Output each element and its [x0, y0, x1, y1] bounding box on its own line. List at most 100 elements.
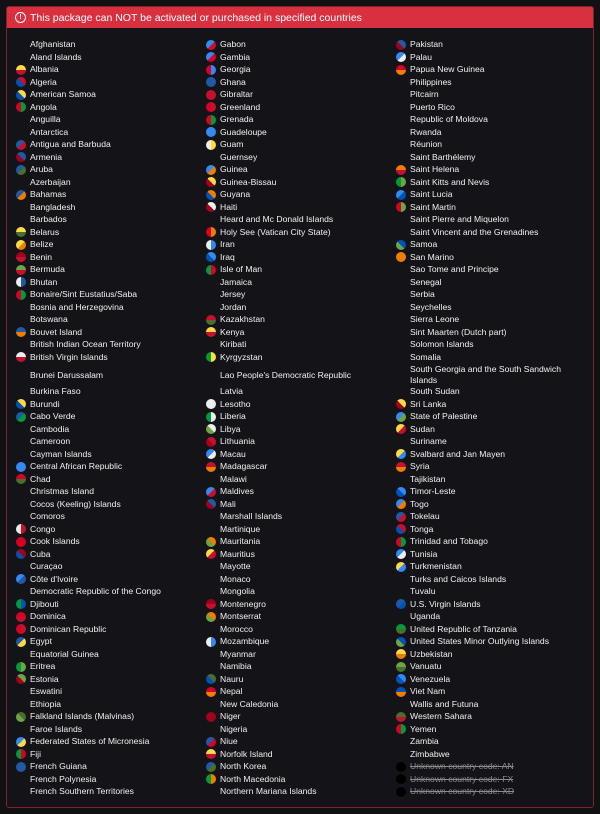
country-name: French Southern Territories [30, 786, 134, 796]
flag-icon [16, 277, 26, 287]
flag-icon [396, 786, 406, 797]
country-name: Sint Maarten (Dutch part) [410, 326, 507, 337]
country-item: Madagascar [206, 461, 396, 474]
flag-icon [206, 649, 216, 659]
flag-icon [396, 399, 406, 409]
flag-icon [16, 411, 26, 422]
country-name: Saint Pierre and Miquelon [410, 214, 509, 224]
country-name: Haiti [220, 201, 238, 212]
flag-icon [16, 711, 26, 722]
country-item: Guadeloupe [206, 127, 396, 140]
country-item: United States Minor Outlying Islands [396, 636, 586, 649]
country-item: Burundi [16, 399, 206, 412]
country-item: Iran [206, 239, 396, 252]
country-name: Viet Nam [410, 686, 446, 696]
country-name: North Korea [220, 761, 267, 771]
country-item: Unknown country code: FX [396, 774, 586, 787]
country-name: Cuba [30, 548, 51, 559]
country-name: Saint Kitts and Nevis [410, 176, 490, 187]
flag-icon [396, 749, 406, 759]
flag-icon [396, 737, 406, 747]
country-item: Chad [16, 474, 206, 487]
country-name: Cayman Islands [30, 448, 92, 459]
country-item: Nauru [206, 674, 396, 687]
flag-icon [16, 461, 26, 472]
flag-icon [206, 89, 216, 100]
flag-icon [206, 52, 216, 62]
flag-icon [16, 699, 26, 709]
country-item: Bermuda [16, 264, 206, 277]
country-item: Central African Republic [16, 461, 206, 474]
country-item: Saint Pierre and Miquelon [396, 214, 586, 227]
country-item: French Southern Territories [16, 786, 206, 799]
country-name: Nauru [220, 673, 244, 684]
country-item: Liberia [206, 411, 396, 424]
country-item: Palau [396, 52, 586, 65]
flag-icon [16, 512, 26, 522]
country-name: Anguilla [30, 114, 61, 124]
country-item: Azerbaijan [16, 177, 206, 190]
flag-icon [396, 774, 406, 784]
country-name: Yemen [410, 723, 437, 734]
country-name: French Guiana [30, 761, 87, 771]
country-item: Saint Vincent and the Grenadines [396, 227, 586, 240]
country-item: San Marino [396, 252, 586, 265]
country-item: Albania [16, 64, 206, 77]
flag-icon [16, 189, 26, 200]
flag-icon [206, 724, 216, 734]
country-name: State of Palestine [410, 411, 478, 421]
flag-icon [206, 215, 216, 225]
country-name: Cocos (Keeling) Islands [30, 498, 121, 509]
country-name: Aland Islands [30, 51, 82, 62]
country-name: Puerto Rico [410, 101, 455, 112]
country-name: Serbia [410, 289, 435, 299]
country-name: Greenland [220, 101, 261, 112]
country-name: Curaçao [30, 561, 63, 571]
country-item: Cocos (Keeling) Islands [16, 499, 206, 512]
country-name: Armenia [30, 151, 62, 162]
country-item: Anguilla [16, 114, 206, 127]
flag-icon [396, 524, 406, 534]
country-item: Bangladesh [16, 202, 206, 215]
country-name: Unknown country code: FX [410, 773, 514, 784]
flag-icon [206, 202, 216, 212]
country-item: Antarctica [16, 127, 206, 140]
country-name: Burkina Faso [30, 386, 81, 396]
country-name: Gabon [220, 39, 246, 49]
flag-icon [396, 437, 406, 447]
flag-icon [16, 736, 26, 747]
flag-icon [16, 115, 26, 125]
country-name: Brunei Darussalam [30, 369, 104, 380]
country-name: Kazakhstan [220, 314, 265, 324]
country-item: Pitcairn [396, 89, 586, 102]
country-name: Unknown country code: XD [410, 786, 515, 796]
country-name: San Marino [410, 251, 454, 262]
country-name: Mayotte [220, 561, 251, 571]
country-item: Guyana [206, 189, 396, 202]
country-item: British Indian Ocean Territory [16, 339, 206, 352]
flag-icon [16, 437, 26, 447]
country-name: Belize [30, 239, 54, 249]
flag-icon [16, 264, 26, 275]
country-name: Maldives [220, 486, 254, 496]
country-item: Kiribati [206, 339, 396, 352]
country-name: South Georgia and the South Sandwich Isl… [410, 364, 561, 385]
country-item: Antigua and Barbuda [16, 139, 206, 152]
flag-icon [206, 449, 216, 459]
country-item: Barbados [16, 214, 206, 227]
country-item: Jersey [206, 289, 396, 302]
country-name: Guadeloupe [220, 126, 267, 137]
country-item: Holy See (Vatican City State) [206, 227, 396, 240]
country-name: American Samoa [30, 89, 96, 99]
country-name: Sao Tome and Principe [410, 264, 499, 274]
flag-icon [396, 649, 406, 659]
flag-icon [206, 711, 216, 722]
flag-icon [16, 139, 26, 150]
flag-icon [206, 177, 216, 187]
country-name: Northern Mariana Islands [220, 786, 317, 796]
country-item: Timor-Leste [396, 486, 586, 499]
country-name: Sudan [410, 423, 435, 434]
flag-icon [206, 699, 216, 709]
country-item: Bouvet Island [16, 327, 206, 340]
country-item: Sudan [396, 424, 586, 437]
